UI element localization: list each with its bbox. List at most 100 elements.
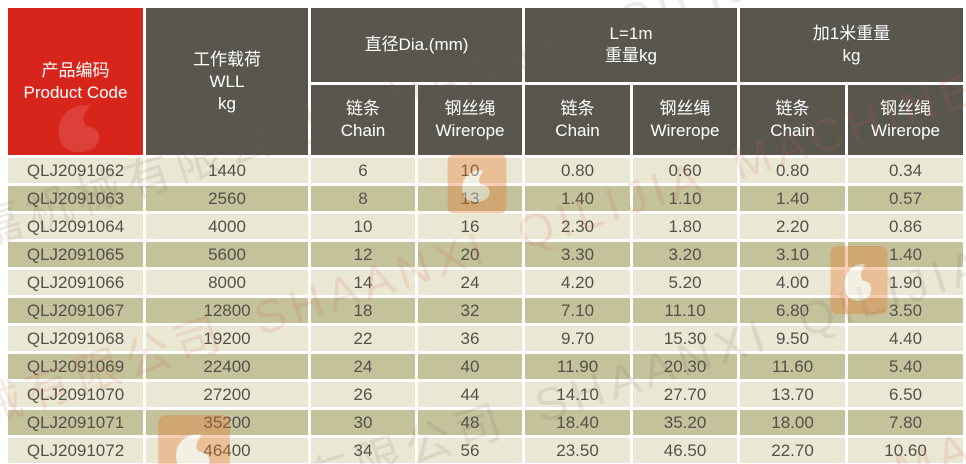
table-row: QLJ2091067 12800 18 32 7.10 11.10 6.80 3.50 xyxy=(8,298,964,323)
product-code-cell: QLJ2091067 xyxy=(8,298,143,323)
product-code-cell: QLJ2091062 xyxy=(8,158,143,183)
chain-label-en: Chain xyxy=(340,121,386,140)
dia-chain-cell: 8 xyxy=(311,186,415,211)
weight1m-chain-cell: 1.40 xyxy=(525,186,631,211)
product-code-cell: QLJ2091066 xyxy=(8,270,143,295)
add1m-wirerope-cell: 1.40 xyxy=(848,242,964,267)
add1m-wirerope-cell: 0.57 xyxy=(848,186,964,211)
subheader-add1m-chain: 链条 Chain xyxy=(740,85,846,155)
add1m-chain-cell: 2.20 xyxy=(740,214,846,239)
add1m-chain-cell: 3.10 xyxy=(740,242,846,267)
weight1m-chain-cell: 23.50 xyxy=(525,438,631,463)
wll-cell: 19200 xyxy=(146,326,308,351)
subheader-weight1m-chain: 链条 Chain xyxy=(525,85,631,155)
add1m-chain-cell: 18.00 xyxy=(740,410,846,435)
product-spec-table: 产品编码 Product Code 工作载荷 WLL kg 直径Dia.(mm)… xyxy=(5,5,966,464)
add-1m-label-line1: 加1米重量 xyxy=(812,24,891,43)
weight1m-wirerope-cell: 0.60 xyxy=(633,158,738,183)
dia-chain-cell: 26 xyxy=(311,382,415,407)
subheader-diameter-chain: 链条 Chain xyxy=(311,85,415,155)
wll-label-unit: kg xyxy=(218,93,236,113)
product-code-label-en: Product Code xyxy=(23,82,128,102)
add1m-wirerope-cell: 5.40 xyxy=(848,354,964,379)
weight-1m-label-line1: L=1m xyxy=(609,24,653,43)
add1m-wirerope-cell: 0.86 xyxy=(848,214,964,239)
dia-chain-cell: 30 xyxy=(311,410,415,435)
table-row: QLJ2091071 35200 30 48 18.40 35.20 18.00 7.80 xyxy=(8,410,964,435)
weight1m-chain-cell: 18.40 xyxy=(525,410,631,435)
product-code-cell: QLJ2091068 xyxy=(8,326,143,351)
dia-chain-cell: 18 xyxy=(311,298,415,323)
add1m-chain-cell: 4.00 xyxy=(740,270,846,295)
wll-cell: 35200 xyxy=(146,410,308,435)
add1m-chain-cell: 13.70 xyxy=(740,382,846,407)
table-row: QLJ2091070 27200 26 44 14.10 27.70 13.70 6.50 xyxy=(8,382,964,407)
wll-cell: 5600 xyxy=(146,242,308,267)
table-row: QLJ2091066 8000 14 24 4.20 5.20 4.00 1.90 xyxy=(8,270,964,295)
wirerope-label-en: Wirerope xyxy=(435,121,505,140)
dia-wirerope-cell: 56 xyxy=(418,438,523,463)
product-code-cell: QLJ2091065 xyxy=(8,242,143,267)
col-header-add-1m: 加1米重量 kg xyxy=(740,8,964,82)
product-code-cell: QLJ2091064 xyxy=(8,214,143,239)
wirerope-label-en: Wirerope xyxy=(871,121,940,140)
wll-cell: 4000 xyxy=(146,214,308,239)
chain-label-zh: 链条 xyxy=(560,99,595,118)
subheader-diameter-wirerope: 钢丝绳 Wirerope xyxy=(418,85,523,155)
table-body: QLJ2091062 1440 6 10 0.80 0.60 0.80 0.34 QLJ2091… xyxy=(8,158,964,463)
dia-wirerope-cell: 13 xyxy=(418,186,523,211)
weight1m-wirerope-cell: 1.10 xyxy=(633,186,738,211)
wirerope-label-zh: 钢丝绳 xyxy=(444,99,496,118)
add1m-chain-cell: 22.70 xyxy=(740,438,846,463)
diameter-label: 直径Dia.(mm) xyxy=(364,35,469,54)
col-header-wll: 工作载荷 WLL kg xyxy=(146,8,308,155)
chain-label-zh: 链条 xyxy=(775,99,810,118)
add-1m-label-line2: kg xyxy=(842,46,861,65)
dia-wirerope-cell: 40 xyxy=(418,354,523,379)
add1m-wirerope-cell: 7.80 xyxy=(848,410,964,435)
add1m-chain-cell: 0.80 xyxy=(740,158,846,183)
table-row: QLJ2091062 1440 6 10 0.80 0.60 0.80 0.34 xyxy=(8,158,964,183)
add1m-wirerope-cell: 3.50 xyxy=(848,298,964,323)
wll-cell: 12800 xyxy=(146,298,308,323)
product-code-cell: QLJ2091069 xyxy=(8,354,143,379)
weight1m-chain-cell: 0.80 xyxy=(525,158,631,183)
weight1m-chain-cell: 14.10 xyxy=(525,382,631,407)
subheader-add1m-wirerope: 钢丝绳 Wirerope xyxy=(848,85,964,155)
wll-label-en: WLL xyxy=(209,71,245,91)
wll-cell: 1440 xyxy=(146,158,308,183)
weight1m-wirerope-cell: 3.20 xyxy=(633,242,738,267)
wll-cell: 27200 xyxy=(146,382,308,407)
dia-wirerope-cell: 10 xyxy=(418,158,523,183)
weight1m-wirerope-cell: 46.50 xyxy=(633,438,738,463)
dia-chain-cell: 14 xyxy=(311,270,415,295)
wll-label-zh: 工作载荷 xyxy=(193,49,261,69)
dia-wirerope-cell: 16 xyxy=(418,214,523,239)
add1m-wirerope-cell: 6.50 xyxy=(848,382,964,407)
product-code-cell: QLJ2091070 xyxy=(8,382,143,407)
wirerope-label-zh: 钢丝绳 xyxy=(880,99,932,118)
dia-chain-cell: 12 xyxy=(311,242,415,267)
weight1m-wirerope-cell: 11.10 xyxy=(633,298,738,323)
chain-label-zh: 链条 xyxy=(346,99,380,118)
weight1m-chain-cell: 3.30 xyxy=(525,242,631,267)
dia-chain-cell: 10 xyxy=(311,214,415,239)
dia-chain-cell: 34 xyxy=(311,438,415,463)
weight1m-chain-cell: 9.70 xyxy=(525,326,631,351)
chain-label-en: Chain xyxy=(770,121,815,140)
add1m-chain-cell: 9.50 xyxy=(740,326,846,351)
weight1m-wirerope-cell: 5.20 xyxy=(633,270,738,295)
add1m-chain-cell: 11.60 xyxy=(740,354,846,379)
table-row: QLJ2091064 4000 10 16 2.30 1.80 2.20 0.86 xyxy=(8,214,964,239)
product-code-cell: QLJ2091071 xyxy=(8,410,143,435)
wll-cell: 8000 xyxy=(146,270,308,295)
subheader-weight1m-wirerope: 钢丝绳 Wirerope xyxy=(633,85,738,155)
table-row: QLJ2091063 2560 8 13 1.40 1.10 1.40 0.57 xyxy=(8,186,964,211)
col-header-diameter: 直径Dia.(mm) xyxy=(311,8,523,82)
dia-chain-cell: 6 xyxy=(311,158,415,183)
add1m-wirerope-cell: 1.90 xyxy=(848,270,964,295)
weight-1m-label-line2: 重量kg xyxy=(605,46,657,65)
wll-cell: 2560 xyxy=(146,186,308,211)
product-code-cell: QLJ2091072 xyxy=(8,438,143,463)
